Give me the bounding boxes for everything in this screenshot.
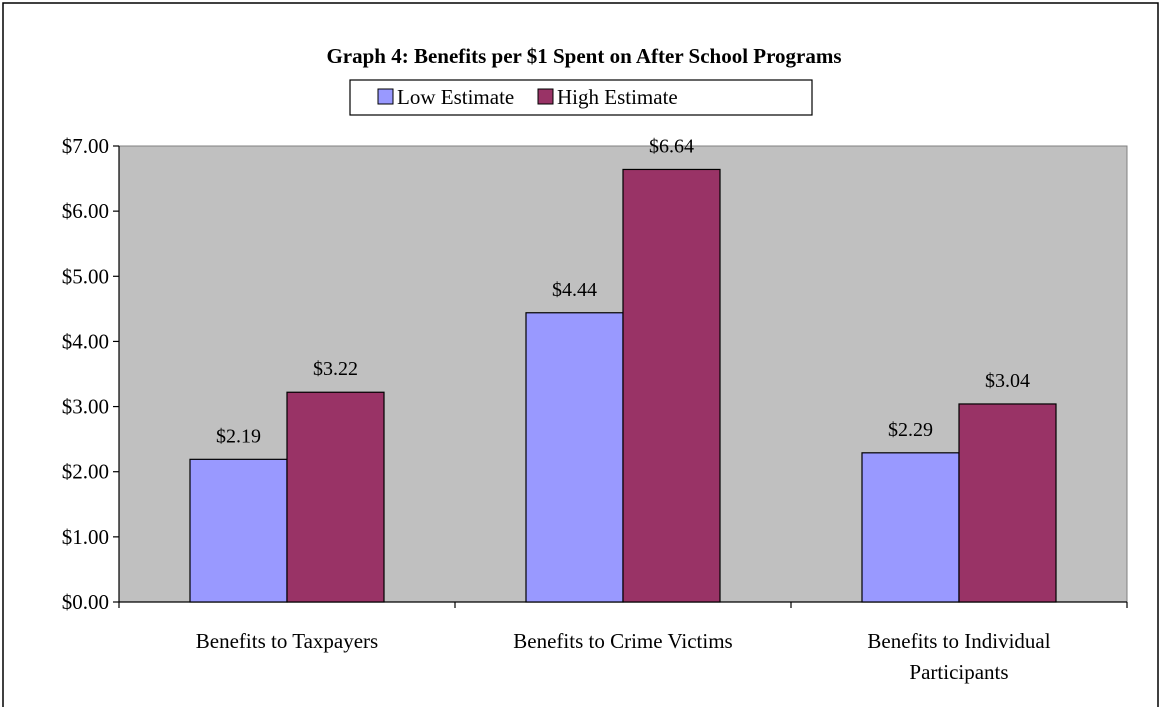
data-label-low: $4.44 xyxy=(552,279,597,301)
data-label-low: $2.29 xyxy=(888,419,933,441)
bar-high xyxy=(286,391,385,603)
y-tick-label: $1.00 xyxy=(62,525,109,549)
bar-high xyxy=(958,403,1057,603)
x-tick-label: Participants xyxy=(909,660,1008,684)
x-tick-label: Benefits to Taxpayers xyxy=(196,629,378,653)
bar-low xyxy=(861,452,960,603)
bars xyxy=(189,168,1057,603)
data-label-high: $3.22 xyxy=(313,358,358,380)
bar-high xyxy=(622,168,721,603)
y-tick-label: $6.00 xyxy=(62,199,109,223)
y-tick-label: $7.00 xyxy=(62,134,109,158)
legend-label-high: High Estimate xyxy=(557,85,678,109)
y-tick-label: $5.00 xyxy=(62,264,109,288)
data-label-high: $6.64 xyxy=(649,135,694,157)
y-tick-label: $0.00 xyxy=(62,590,109,614)
data-label-high: $3.04 xyxy=(985,370,1030,392)
bar-low xyxy=(525,312,624,603)
legend-box xyxy=(349,79,813,116)
chart-title: Graph 4: Benefits per $1 Spent on After … xyxy=(326,44,841,68)
data-labels: $2.19 $3.22 $4.44 $6.64 $2.29 $3.04 xyxy=(216,135,1030,447)
legend-label-low: Low Estimate xyxy=(397,85,514,109)
y-tick-label: $4.00 xyxy=(62,329,109,353)
y-tick-label: $2.00 xyxy=(62,460,109,484)
legend-swatch-high xyxy=(537,88,554,105)
y-axis: $0.00 $1.00 $2.00 $3.00 $4.00 $5.00 $6.00 $7.00 xyxy=(62,134,120,614)
x-tick-label: Benefits to Individual xyxy=(867,629,1050,653)
data-label-low: $2.19 xyxy=(216,425,261,447)
x-tick-label: Benefits to Crime Victims xyxy=(513,629,732,653)
legend: Low Estimate High Estimate xyxy=(349,79,813,116)
bar-low xyxy=(189,458,288,603)
legend-swatch-low xyxy=(377,88,394,105)
y-tick-label: $3.00 xyxy=(62,395,109,419)
